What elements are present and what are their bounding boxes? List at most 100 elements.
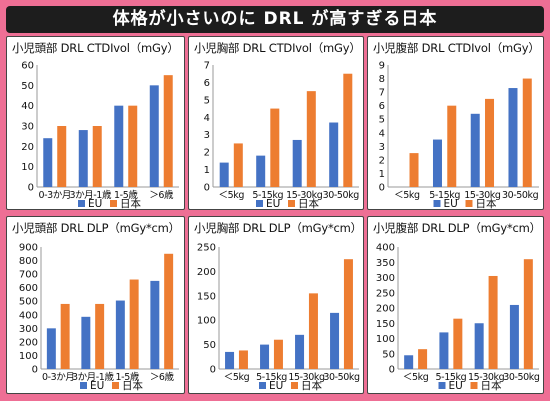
bar-japan	[308, 293, 318, 369]
chart-svg: 0 50 100 150 200 250 300 350 400 ＜5kg 5-15kg 15-30k…	[376, 243, 540, 393]
y-tick-label: 500	[19, 297, 38, 308]
legend-swatch-japan	[112, 382, 119, 389]
bar-eu	[509, 304, 519, 369]
y-tick-label: 250	[376, 288, 395, 299]
legend-swatch-eu	[433, 200, 441, 207]
bar-japan	[270, 108, 280, 187]
x-tick-label: 5-15kg	[252, 190, 283, 201]
y-tick-label: 10	[21, 162, 34, 173]
figure-title: 体格が小さいのに DRL が高すぎる日本	[6, 6, 544, 33]
y-tick-label: 3	[204, 130, 210, 141]
bar-eu	[432, 139, 442, 187]
chart-panel-chest-ctdivol: 0 1 2 3 4 5 6 7 ＜5kg 5-15kg 15-30kg 30-50kg EU 日本 小児胸…	[188, 36, 364, 210]
bar-japan	[418, 349, 428, 369]
legend-swatch-japan	[291, 382, 298, 389]
legend-label-japan: 日本	[120, 197, 141, 210]
bar-japan	[523, 259, 533, 369]
legend-label-japan: 日本	[122, 379, 143, 392]
x-tick-label: 30-50kg	[323, 190, 360, 201]
y-tick-label: 0	[379, 183, 385, 194]
y-tick-label: 1	[379, 169, 385, 180]
y-tick-label: 100	[19, 351, 38, 362]
y-tick-label: 150	[197, 291, 216, 302]
y-tick-label: 100	[197, 316, 216, 327]
legend-label-japan: 日本	[476, 197, 497, 210]
bar-eu	[256, 155, 266, 187]
y-tick-label: 50	[21, 81, 34, 92]
bar-eu	[329, 122, 339, 187]
bar-eu	[470, 113, 480, 187]
y-tick-label: 200	[376, 304, 395, 315]
chart-title: 小児腹部 DRL DLP（mGy*cm）	[373, 221, 541, 235]
y-tick-label: 100	[376, 334, 395, 345]
x-tick-label: 0-3か月	[42, 372, 75, 383]
x-tick-label: 30-50kg	[502, 190, 539, 201]
legend-label-eu: EU	[266, 198, 280, 210]
bar-japan	[488, 275, 498, 369]
x-tick-label: ＜5kg	[403, 372, 429, 383]
x-tick-label: 15-30kg	[288, 372, 325, 383]
y-tick-label: 2	[379, 155, 385, 166]
y-tick-label: 5	[379, 115, 385, 126]
y-tick-label: 60	[21, 61, 34, 72]
legend-swatch-eu	[438, 382, 446, 389]
y-tick-label: 2	[204, 148, 210, 159]
bar-eu	[149, 85, 159, 187]
y-tick-label: 4	[204, 113, 210, 124]
bar-japan	[163, 75, 173, 187]
bar-japan	[343, 73, 353, 187]
bar-japan	[57, 126, 67, 187]
chart-title: 小児胸部 DRL DLP（mGy*cm）	[194, 221, 362, 235]
legend-label-eu: EU	[269, 380, 283, 392]
legend-swatch-japan	[470, 382, 478, 389]
chart-panel-head-ctdivol: 0 10 20 30 40 50 60 0-3か月 3か月-1歳 1-5歳 ＞6歳 EU 日本 小児頭部…	[6, 36, 185, 210]
legend-swatch-japan	[288, 200, 295, 207]
bar-japan	[306, 91, 316, 187]
bar-eu	[219, 162, 229, 187]
bar-eu	[225, 351, 235, 369]
y-tick-label: 0	[204, 183, 210, 194]
legend-label-eu: EU	[88, 198, 102, 210]
legend-label-japan: 日本	[481, 379, 502, 392]
y-tick-label: 300	[19, 324, 38, 335]
bar-eu	[330, 312, 340, 369]
y-tick-label: 8	[379, 74, 385, 85]
y-tick-label: 3	[379, 142, 385, 153]
y-tick-label: 700	[19, 270, 38, 281]
y-tick-label: 50	[382, 349, 395, 360]
x-tick-label: ＞6歳	[150, 371, 175, 383]
x-tick-label: ＞6歳	[149, 189, 174, 201]
y-tick-label: 30	[21, 122, 34, 133]
legend-label-japan: 日本	[298, 197, 319, 210]
x-tick-label: 30-50kg	[323, 372, 360, 383]
legend-swatch-japan	[465, 200, 473, 207]
bar-eu	[404, 355, 414, 369]
x-tick-label: 15-30kg	[464, 190, 501, 201]
bar-eu	[292, 139, 302, 187]
y-tick-label: 0	[210, 365, 216, 376]
bar-japan	[233, 143, 243, 187]
chart-panel-abdomen-ctdivol: 0 1 2 3 4 5 6 7 8 9 ＜5kg 5-15kg 15-30kg 30-50kg EU 日本 小…	[367, 36, 544, 210]
chart-title: 小児頭部 DRL DLP（mGy*cm）	[12, 221, 180, 235]
bar-japan	[409, 153, 419, 187]
bar-japan	[164, 253, 174, 369]
y-tick-label: 5	[204, 95, 210, 106]
chart-panel-head-dlp: 0 100 200 300 400 500 600 700 800 900 0-3か月 3か月-1歳 1…	[6, 216, 185, 394]
legend-label-eu: EU	[90, 380, 104, 392]
y-tick-label: 6	[204, 78, 210, 89]
chart-panel-chest-dlp: 0 50 100 150 200 250 ＜5kg 5-15kg 15-30kg 30-50kg E…	[188, 216, 364, 394]
bar-japan	[453, 318, 463, 369]
chart-title: 小児胸部 DRL CTDIvol（mGy）	[194, 41, 361, 55]
chart-svg: 0 1 2 3 4 5 6 7 ＜5kg 5-15kg 15-30kg 30-50kg EU 日本	[204, 61, 360, 210]
y-tick-label: 400	[19, 310, 38, 321]
bar-japan	[238, 350, 248, 369]
x-tick-label: 15-30kg	[286, 190, 323, 201]
y-tick-label: 1	[204, 165, 210, 176]
y-tick-label: 7	[379, 88, 385, 99]
bar-eu	[115, 300, 125, 369]
y-tick-label: 800	[19, 256, 38, 267]
y-tick-label: 0	[32, 365, 38, 376]
